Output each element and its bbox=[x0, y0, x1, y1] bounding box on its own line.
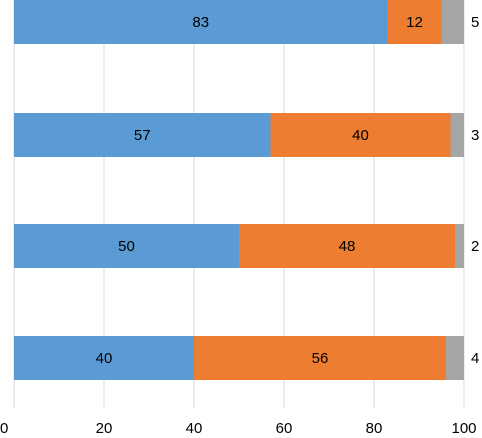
bar-segment-2-category-2 bbox=[270, 113, 451, 157]
data-label: 2 bbox=[471, 238, 479, 255]
data-label: 83 bbox=[192, 14, 209, 31]
bar-segment-2-category-1 bbox=[387, 0, 442, 44]
bar-segment-1-category-1 bbox=[14, 0, 388, 44]
data-label: 3 bbox=[471, 127, 479, 144]
data-label: 57 bbox=[134, 127, 151, 144]
bar-segment-3-category-1 bbox=[441, 0, 464, 44]
data-label: 48 bbox=[339, 238, 356, 255]
bars bbox=[14, 0, 464, 380]
data-label: 12 bbox=[406, 14, 423, 31]
bar-segment-3-category-4 bbox=[446, 336, 464, 380]
bar-segment-2-category-3 bbox=[239, 224, 455, 268]
data-label: 40 bbox=[96, 350, 113, 367]
x-tick-label: 80 bbox=[366, 420, 383, 437]
bar-segment-1-category-4 bbox=[14, 336, 194, 380]
bar-segment-1-category-2 bbox=[14, 113, 271, 157]
data-labels: 83 12 5 57 40 3 50 48 2 40 56 4 bbox=[96, 14, 480, 367]
x-tick-label: 0 bbox=[0, 420, 8, 437]
data-label: 5 bbox=[471, 14, 479, 31]
data-label: 56 bbox=[312, 350, 329, 367]
bar-segment-3-category-2 bbox=[450, 113, 464, 157]
data-label: 50 bbox=[118, 238, 135, 255]
x-tick-label: 60 bbox=[276, 420, 293, 437]
x-tick-label: 100 bbox=[451, 420, 476, 437]
bar-segment-2-category-4 bbox=[194, 336, 446, 380]
data-label: 40 bbox=[352, 127, 369, 144]
x-tick-label: 20 bbox=[96, 420, 113, 437]
data-label: 4 bbox=[471, 350, 479, 367]
x-tick-label: 40 bbox=[186, 420, 203, 437]
x-axis-tick-labels: 0 20 40 60 80 100 bbox=[0, 420, 477, 437]
bar-segment-3-category-3 bbox=[455, 224, 464, 268]
bar-segment-1-category-3 bbox=[14, 224, 239, 268]
